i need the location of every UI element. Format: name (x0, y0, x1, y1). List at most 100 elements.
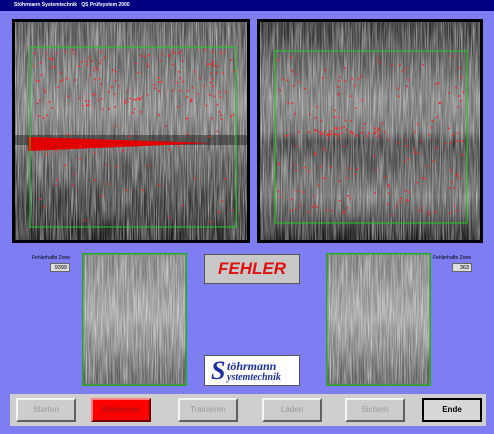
defect-dot (361, 76, 363, 78)
defect-dot (295, 208, 297, 210)
defect-dot (180, 51, 182, 53)
defect-dot (212, 86, 214, 88)
defect-dot (463, 91, 465, 93)
defect-dot (297, 190, 299, 192)
zone-label: Fehlerhafte Zone (433, 255, 471, 261)
defect-dot (415, 153, 417, 155)
defect-dot (451, 181, 453, 183)
defect-dot (314, 205, 316, 207)
defect-dot (296, 74, 298, 76)
defect-dot (335, 133, 337, 135)
save-button[interactable]: Sichern (345, 398, 405, 422)
defect-dot (147, 94, 149, 96)
defect-dot (55, 151, 57, 153)
defect-dot (178, 71, 180, 73)
defect-dot (436, 83, 438, 85)
defect-dot (204, 49, 206, 51)
defect-dot (424, 178, 426, 180)
defect-dot (337, 128, 339, 130)
defect-dot (231, 59, 233, 61)
defect-dot (374, 132, 376, 134)
logo-line2: ystemtechnik (227, 372, 281, 383)
defect-dot (207, 64, 209, 66)
defect-dot (194, 71, 196, 73)
defect-dot (210, 221, 212, 223)
defect-dot (308, 211, 310, 213)
defect-dot (436, 148, 438, 150)
defect-dot (56, 53, 58, 55)
defect-dot (221, 118, 223, 120)
defect-dot (160, 60, 162, 62)
defect-dot (388, 192, 390, 194)
defect-dot (122, 150, 124, 152)
defect-dot (349, 198, 351, 200)
defect-dot (294, 113, 296, 115)
defect-dot (182, 81, 184, 83)
defect-dot (114, 94, 116, 96)
defect-dot (67, 96, 69, 98)
defect-dot (293, 85, 295, 87)
defect-dot (158, 81, 160, 83)
defect-dot (182, 60, 184, 62)
zone-label: Fehlerhafte Zone (32, 255, 70, 261)
defect-dot (130, 98, 132, 100)
defect-dot (165, 125, 167, 127)
defect-dot (417, 152, 419, 154)
defect-dot (316, 206, 318, 208)
defect-dot (459, 67, 461, 69)
defect-dot (405, 68, 407, 70)
defect-dot (405, 190, 407, 192)
defect-dot (338, 94, 340, 96)
defect-dot (288, 102, 290, 104)
defect-dot (187, 134, 189, 136)
end-button[interactable]: Ende (422, 398, 482, 422)
defect-dot (141, 97, 143, 99)
start-button[interactable]: Starten (16, 398, 76, 422)
defect-dot (325, 209, 327, 211)
defect-dot (218, 211, 220, 213)
defect-dot (91, 60, 93, 62)
train-button[interactable]: Trainieren (178, 398, 238, 422)
defect-dot (279, 162, 281, 164)
defect-dot (112, 69, 114, 71)
defect-dot (377, 58, 379, 60)
defect-dot (431, 127, 433, 129)
defect-dot (377, 136, 379, 138)
defect-dot (39, 198, 41, 200)
defect-dot (355, 107, 357, 109)
defect-dot (322, 177, 324, 179)
defect-dot (217, 131, 219, 133)
defect-dot (338, 135, 340, 137)
defect-dot (351, 78, 353, 80)
defect-dot (331, 166, 333, 168)
defect-dot (286, 135, 288, 137)
defect-dot (73, 173, 75, 175)
load-button[interactable]: Laden (262, 398, 322, 422)
defect-dot (361, 132, 363, 134)
defect-dot (407, 86, 409, 88)
defect-dot (101, 195, 103, 197)
cancel-button[interactable]: Abbrechen (91, 398, 151, 422)
defect-dot (453, 187, 455, 189)
zone-image-right (326, 253, 431, 386)
defect-dot (115, 125, 117, 127)
defect-dot (219, 92, 221, 94)
defect-dot (142, 189, 144, 191)
defect-dot (98, 100, 100, 102)
defect-dot (220, 96, 222, 98)
defect-dot (342, 212, 344, 214)
defect-dot (448, 128, 450, 130)
defect-dot (278, 60, 280, 62)
defect-dot (406, 145, 408, 147)
defect-dot (384, 176, 386, 178)
defect-dot (66, 78, 68, 80)
defect-dot (346, 207, 348, 209)
defect-dot (329, 135, 331, 137)
defect-dot (427, 211, 429, 213)
defect-dot (208, 136, 210, 138)
defect-dot (161, 81, 163, 83)
defect-dot (222, 201, 224, 203)
defect-dot (216, 72, 218, 74)
defect-dot (346, 177, 348, 179)
defect-dot (137, 98, 139, 100)
